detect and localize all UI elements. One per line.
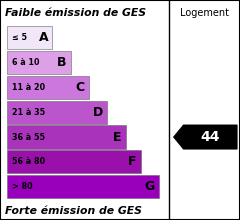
Text: A: A: [39, 31, 48, 44]
Text: C: C: [76, 81, 85, 94]
Text: Logement: Logement: [180, 8, 229, 18]
Text: 44: 44: [200, 130, 220, 144]
Text: B: B: [57, 56, 66, 69]
Text: > 80: > 80: [12, 182, 32, 191]
FancyBboxPatch shape: [7, 51, 71, 74]
Text: E: E: [113, 130, 121, 143]
FancyBboxPatch shape: [7, 76, 89, 99]
Text: Forte émission de GES: Forte émission de GES: [5, 206, 142, 216]
Text: G: G: [144, 180, 155, 193]
Text: 11 à 20: 11 à 20: [12, 83, 45, 92]
FancyBboxPatch shape: [7, 26, 53, 49]
Text: F: F: [128, 155, 137, 168]
Text: D: D: [93, 106, 103, 119]
Text: 6 à 10: 6 à 10: [12, 58, 39, 67]
FancyBboxPatch shape: [7, 150, 141, 173]
Text: 36 à 55: 36 à 55: [12, 132, 45, 141]
FancyBboxPatch shape: [7, 101, 107, 124]
Polygon shape: [174, 125, 237, 149]
Text: 56 à 80: 56 à 80: [12, 157, 45, 166]
FancyBboxPatch shape: [7, 175, 159, 198]
FancyBboxPatch shape: [7, 125, 126, 148]
Text: ≤ 5: ≤ 5: [12, 33, 27, 42]
Text: 21 à 35: 21 à 35: [12, 108, 45, 117]
Text: Faible émission de GES: Faible émission de GES: [5, 8, 146, 18]
